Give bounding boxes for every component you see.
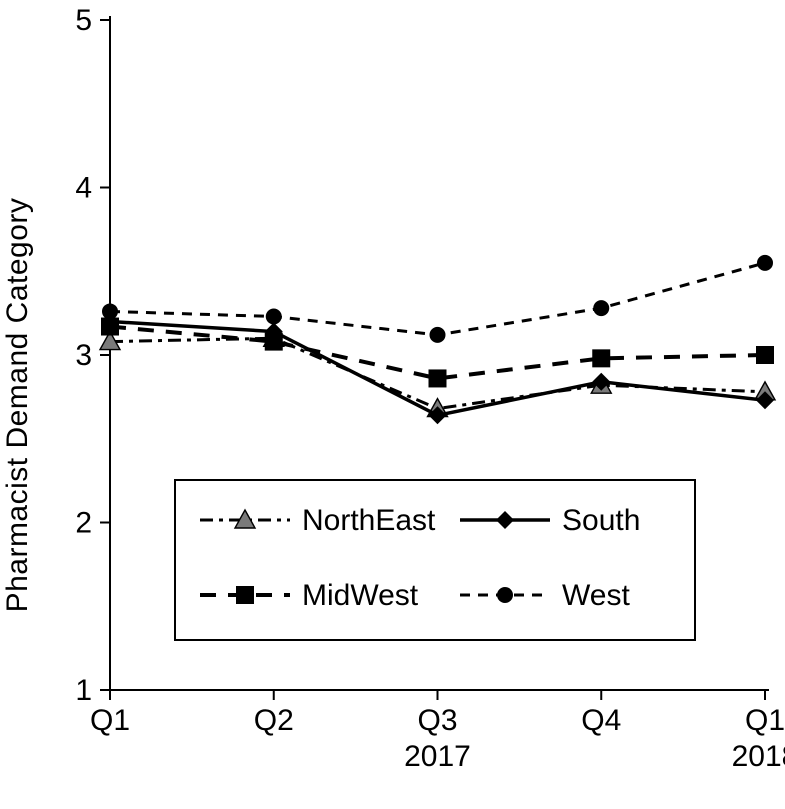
x-tick-label: Q3 bbox=[417, 704, 457, 737]
legend-label-midwest: MidWest bbox=[302, 579, 419, 612]
chart-container: Pharmacist Demand Category 12345Q1Q2Q320… bbox=[0, 0, 785, 809]
x-tick-sublabel: 2017 bbox=[404, 740, 471, 773]
legend-marker-midwest bbox=[236, 586, 254, 604]
y-tick-label: 2 bbox=[75, 507, 92, 540]
series-marker-midwest bbox=[429, 369, 447, 387]
series-marker-midwest bbox=[592, 349, 610, 367]
y-tick-label: 3 bbox=[75, 339, 92, 372]
series-marker-west bbox=[430, 327, 446, 343]
y-tick-label: 4 bbox=[75, 172, 92, 205]
series-marker-west bbox=[102, 303, 118, 319]
series-marker-west bbox=[593, 300, 609, 316]
series-marker-west bbox=[266, 308, 282, 324]
series-marker-midwest bbox=[265, 333, 283, 351]
series-marker-midwest bbox=[756, 346, 774, 364]
x-tick-label: Q1 bbox=[745, 704, 785, 737]
x-tick-label: Q1 bbox=[90, 704, 130, 737]
series-marker-west bbox=[757, 255, 773, 271]
y-axis-label: Pharmacist Demand Category bbox=[1, 197, 35, 612]
x-tick-label: Q2 bbox=[254, 704, 294, 737]
x-tick-sublabel: 2018 bbox=[732, 740, 785, 773]
y-tick-label: 1 bbox=[75, 674, 92, 707]
legend-label-northeast: NorthEast bbox=[302, 504, 436, 537]
x-tick-label: Q4 bbox=[581, 704, 621, 737]
legend-marker-west bbox=[497, 587, 513, 603]
line-chart: 12345Q1Q2Q32017Q4Q12018NorthEastSouthMid… bbox=[0, 0, 785, 809]
series-marker-midwest bbox=[101, 318, 119, 336]
y-tick-label: 5 bbox=[75, 4, 92, 37]
series-line-west bbox=[110, 263, 765, 335]
legend-label-west: West bbox=[562, 579, 630, 612]
legend-label-south: South bbox=[562, 504, 640, 537]
legend-marker-south bbox=[496, 511, 514, 529]
